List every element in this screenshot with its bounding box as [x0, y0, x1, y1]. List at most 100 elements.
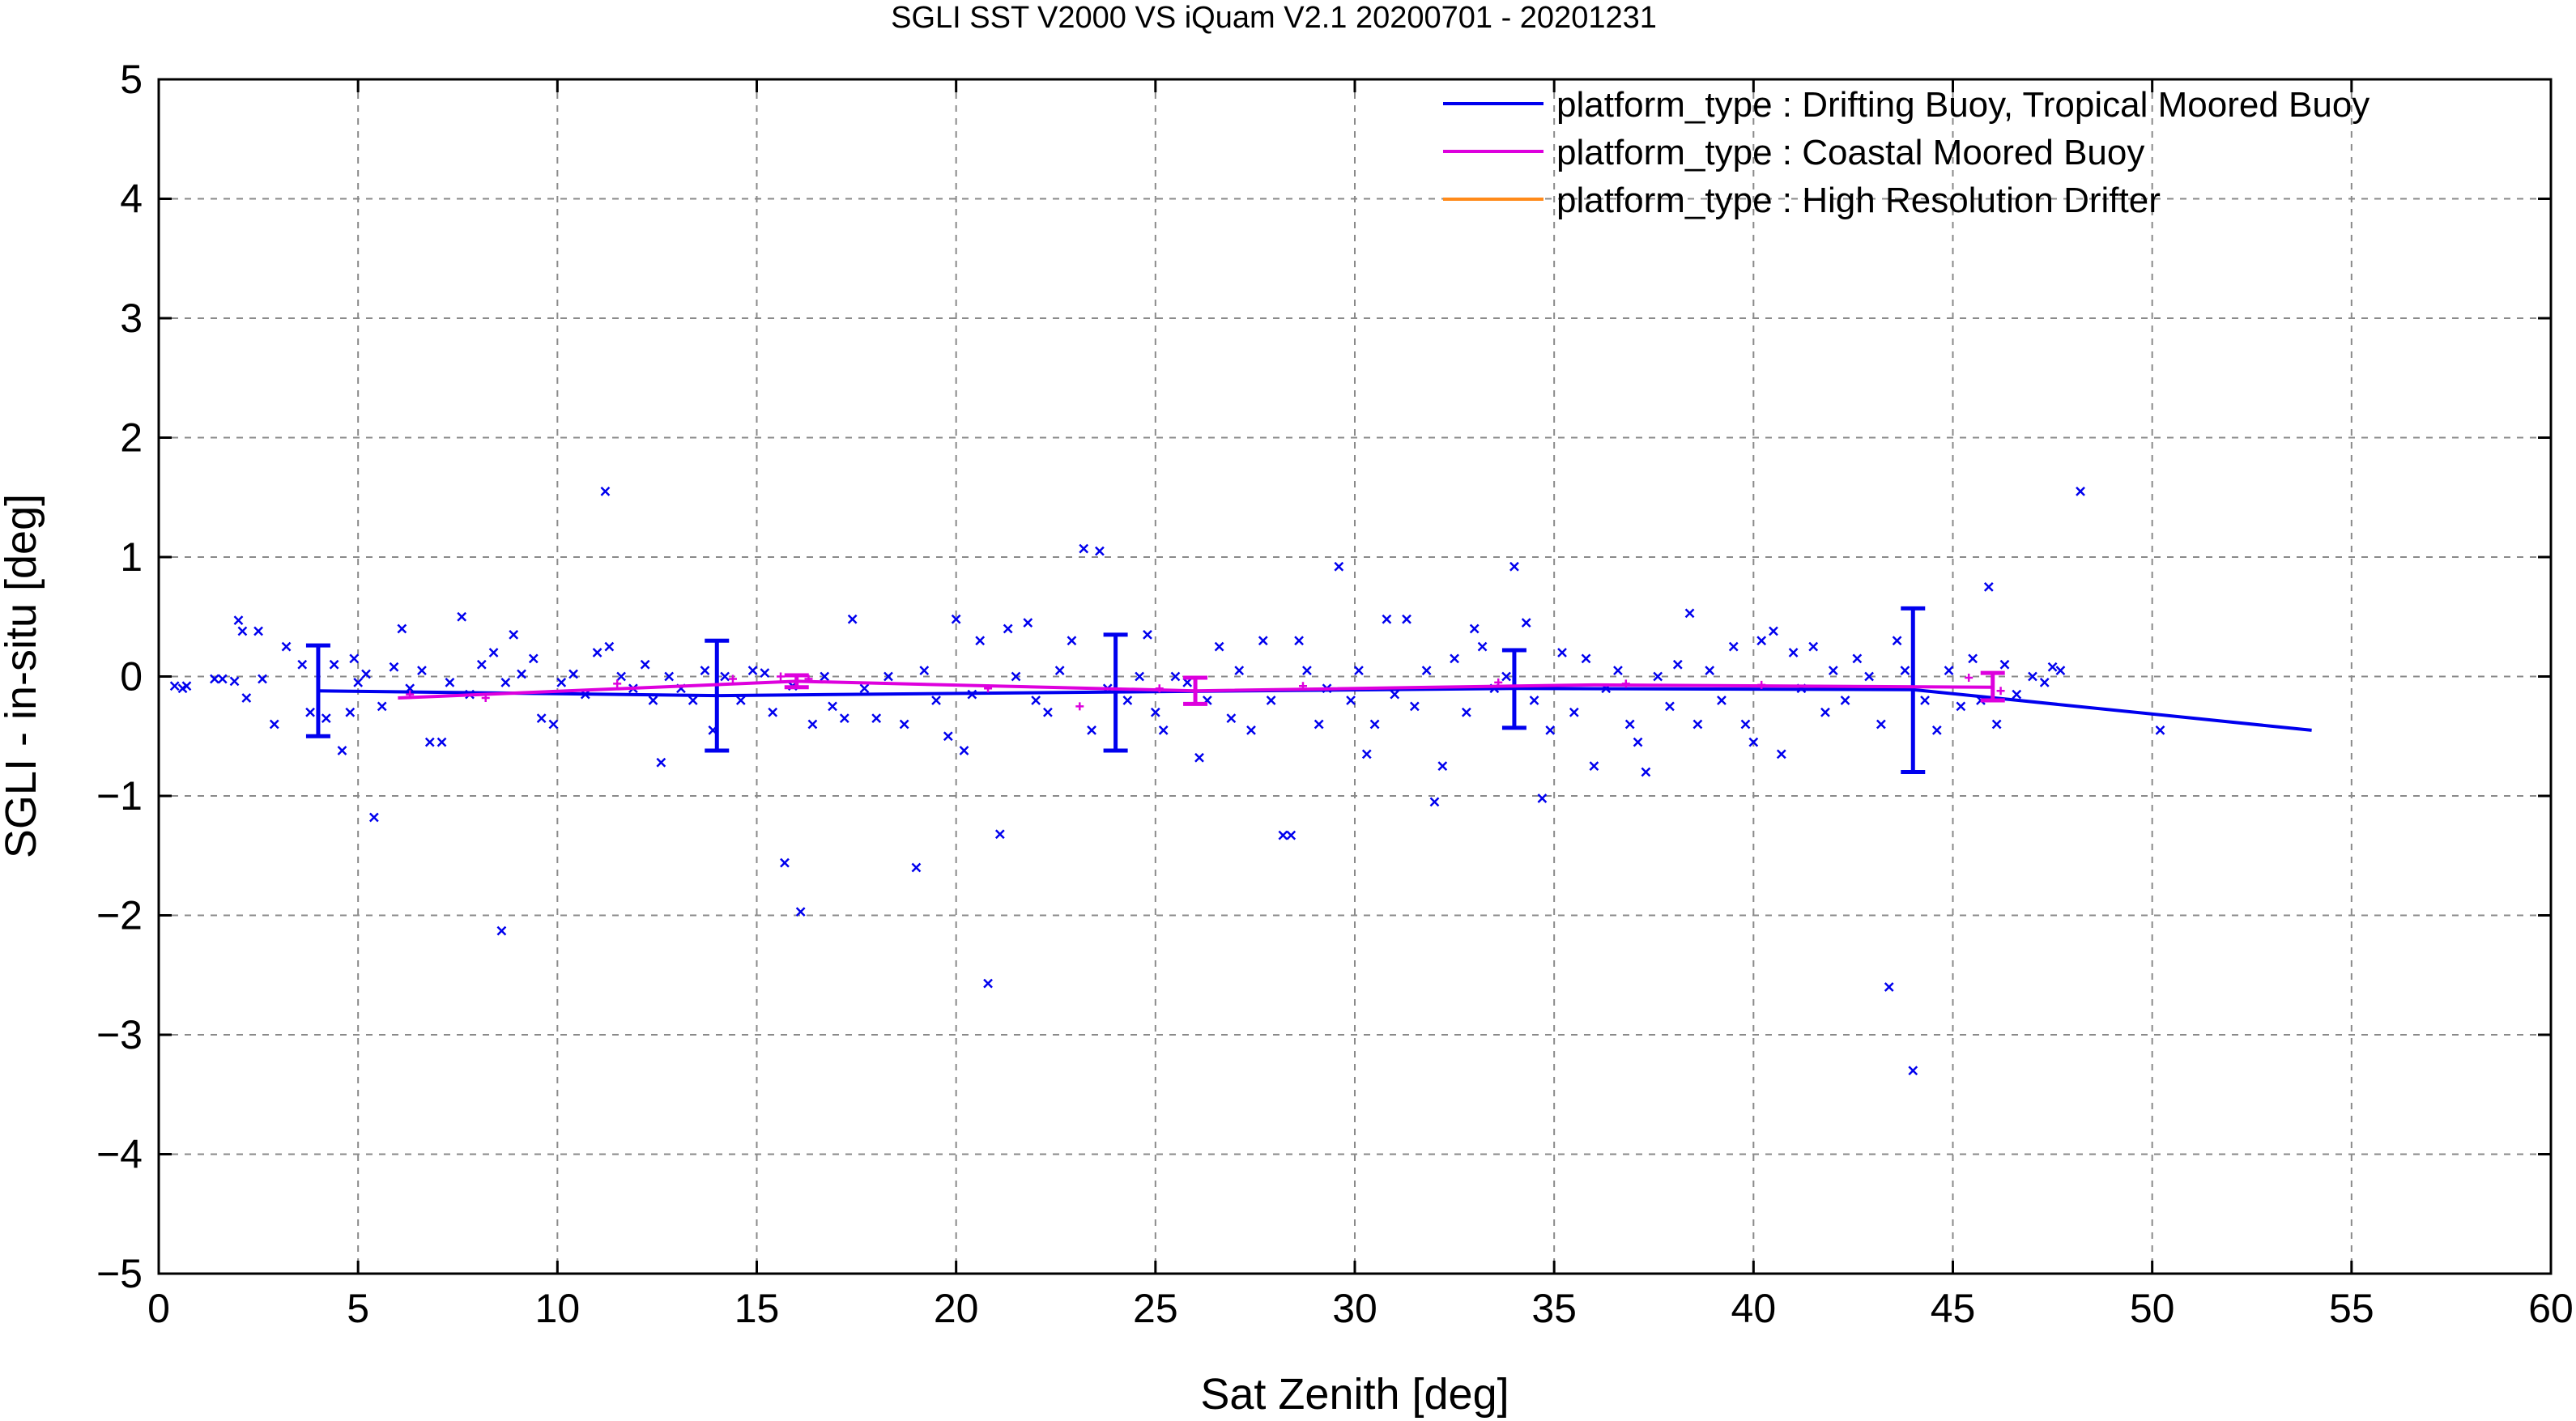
data-point	[1852, 653, 1863, 664]
x-tick-label: 60	[2528, 1286, 2574, 1331]
data-point	[648, 696, 658, 705]
error-bar	[305, 643, 330, 738]
data-point	[1361, 749, 1372, 759]
data-point	[281, 641, 292, 652]
data-point	[1011, 671, 1021, 682]
data-point	[1581, 653, 1591, 664]
data-point	[1684, 608, 1695, 619]
data-point	[1965, 673, 1974, 682]
data-point	[1557, 648, 1567, 657]
data-point	[943, 731, 953, 742]
data-point	[2076, 486, 2085, 496]
y-tick-label: 5	[120, 57, 143, 102]
data-point	[1043, 707, 1053, 717]
y-tick-label: 3	[120, 296, 143, 341]
data-point	[1944, 666, 1954, 676]
data-point	[1158, 725, 1169, 735]
data-point	[728, 674, 737, 683]
data-point	[1876, 719, 1886, 730]
data-point	[1095, 546, 1105, 556]
data-point	[436, 737, 447, 747]
data-point	[181, 681, 192, 691]
data-point	[1756, 636, 1767, 646]
error-bar	[784, 673, 809, 690]
data-point	[1740, 719, 1751, 730]
data-point	[1087, 725, 1096, 735]
data-point	[345, 707, 356, 717]
data-point	[1031, 696, 1041, 705]
data-point	[1409, 701, 1420, 712]
data-point	[233, 615, 244, 626]
y-tick-label: 2	[120, 415, 143, 461]
data-point	[1956, 701, 1966, 712]
data-point	[1246, 725, 1256, 735]
data-point	[1075, 702, 1084, 711]
data-point	[604, 641, 615, 652]
data-point	[368, 812, 379, 823]
data-point	[1354, 666, 1364, 676]
data-point	[397, 623, 407, 634]
data-point	[1003, 623, 1013, 634]
error-bar	[1183, 675, 1208, 706]
data-point	[1067, 636, 1077, 646]
data-point	[1996, 687, 2005, 696]
data-point	[983, 978, 993, 989]
data-point	[1194, 752, 1204, 763]
data-point	[1920, 696, 1930, 705]
data-point	[1278, 830, 1288, 840]
x-tick-label: 25	[1133, 1286, 1178, 1331]
data-point	[337, 746, 347, 755]
data-point	[1521, 618, 1531, 628]
data-point	[1450, 653, 1459, 664]
data-point	[1266, 696, 1276, 705]
data-point	[1717, 696, 1727, 705]
legend-label: platform_type : High Resolution Drifter	[1556, 181, 2161, 220]
data-point	[457, 611, 467, 622]
data-point	[747, 666, 758, 676]
error-bar	[1901, 606, 1926, 774]
data-point	[919, 666, 930, 676]
data-point	[1437, 761, 1448, 772]
data-point	[1429, 797, 1440, 807]
data-point	[768, 707, 778, 717]
data-point	[1234, 666, 1245, 676]
legend: platform_type : Drifting Buoy, Tropical …	[1443, 85, 2369, 220]
x-tick-label: 50	[2130, 1286, 2175, 1331]
legend-label: platform_type : Drifting Buoy, Tropical …	[1556, 85, 2369, 125]
y-tick-label: 4	[120, 177, 143, 222]
data-point	[884, 671, 893, 682]
data-point	[353, 677, 364, 687]
data-point	[329, 659, 339, 670]
y-tick-label: 0	[120, 654, 143, 700]
data-point	[1892, 636, 1902, 646]
data-point	[210, 674, 219, 684]
data-point	[241, 693, 252, 703]
data-point	[1477, 641, 1488, 652]
data-point	[1182, 677, 1193, 687]
data-point	[700, 666, 710, 676]
data-point	[169, 681, 180, 691]
y-tick-label: 1	[120, 534, 143, 580]
data-point	[237, 626, 248, 636]
data-point	[1302, 666, 1312, 676]
data-point	[517, 669, 526, 679]
data-point	[777, 672, 786, 681]
data-point	[1402, 614, 1411, 624]
data-point	[1569, 707, 1579, 717]
data-point	[349, 653, 360, 664]
data-point	[417, 666, 427, 676]
x-tick-label: 0	[147, 1286, 170, 1331]
data-point	[820, 671, 830, 682]
data-point	[1769, 626, 1778, 636]
grid	[159, 79, 2551, 1274]
data-point	[1776, 749, 1786, 759]
data-point	[1983, 581, 1994, 592]
data-point	[1314, 719, 1324, 730]
data-point	[1613, 666, 1623, 676]
y-tick-label: −2	[96, 893, 143, 938]
data-point	[1908, 1066, 1918, 1076]
data-point	[780, 857, 790, 868]
data-point	[664, 671, 675, 682]
error-bar	[1103, 632, 1128, 753]
data-point	[377, 701, 387, 712]
